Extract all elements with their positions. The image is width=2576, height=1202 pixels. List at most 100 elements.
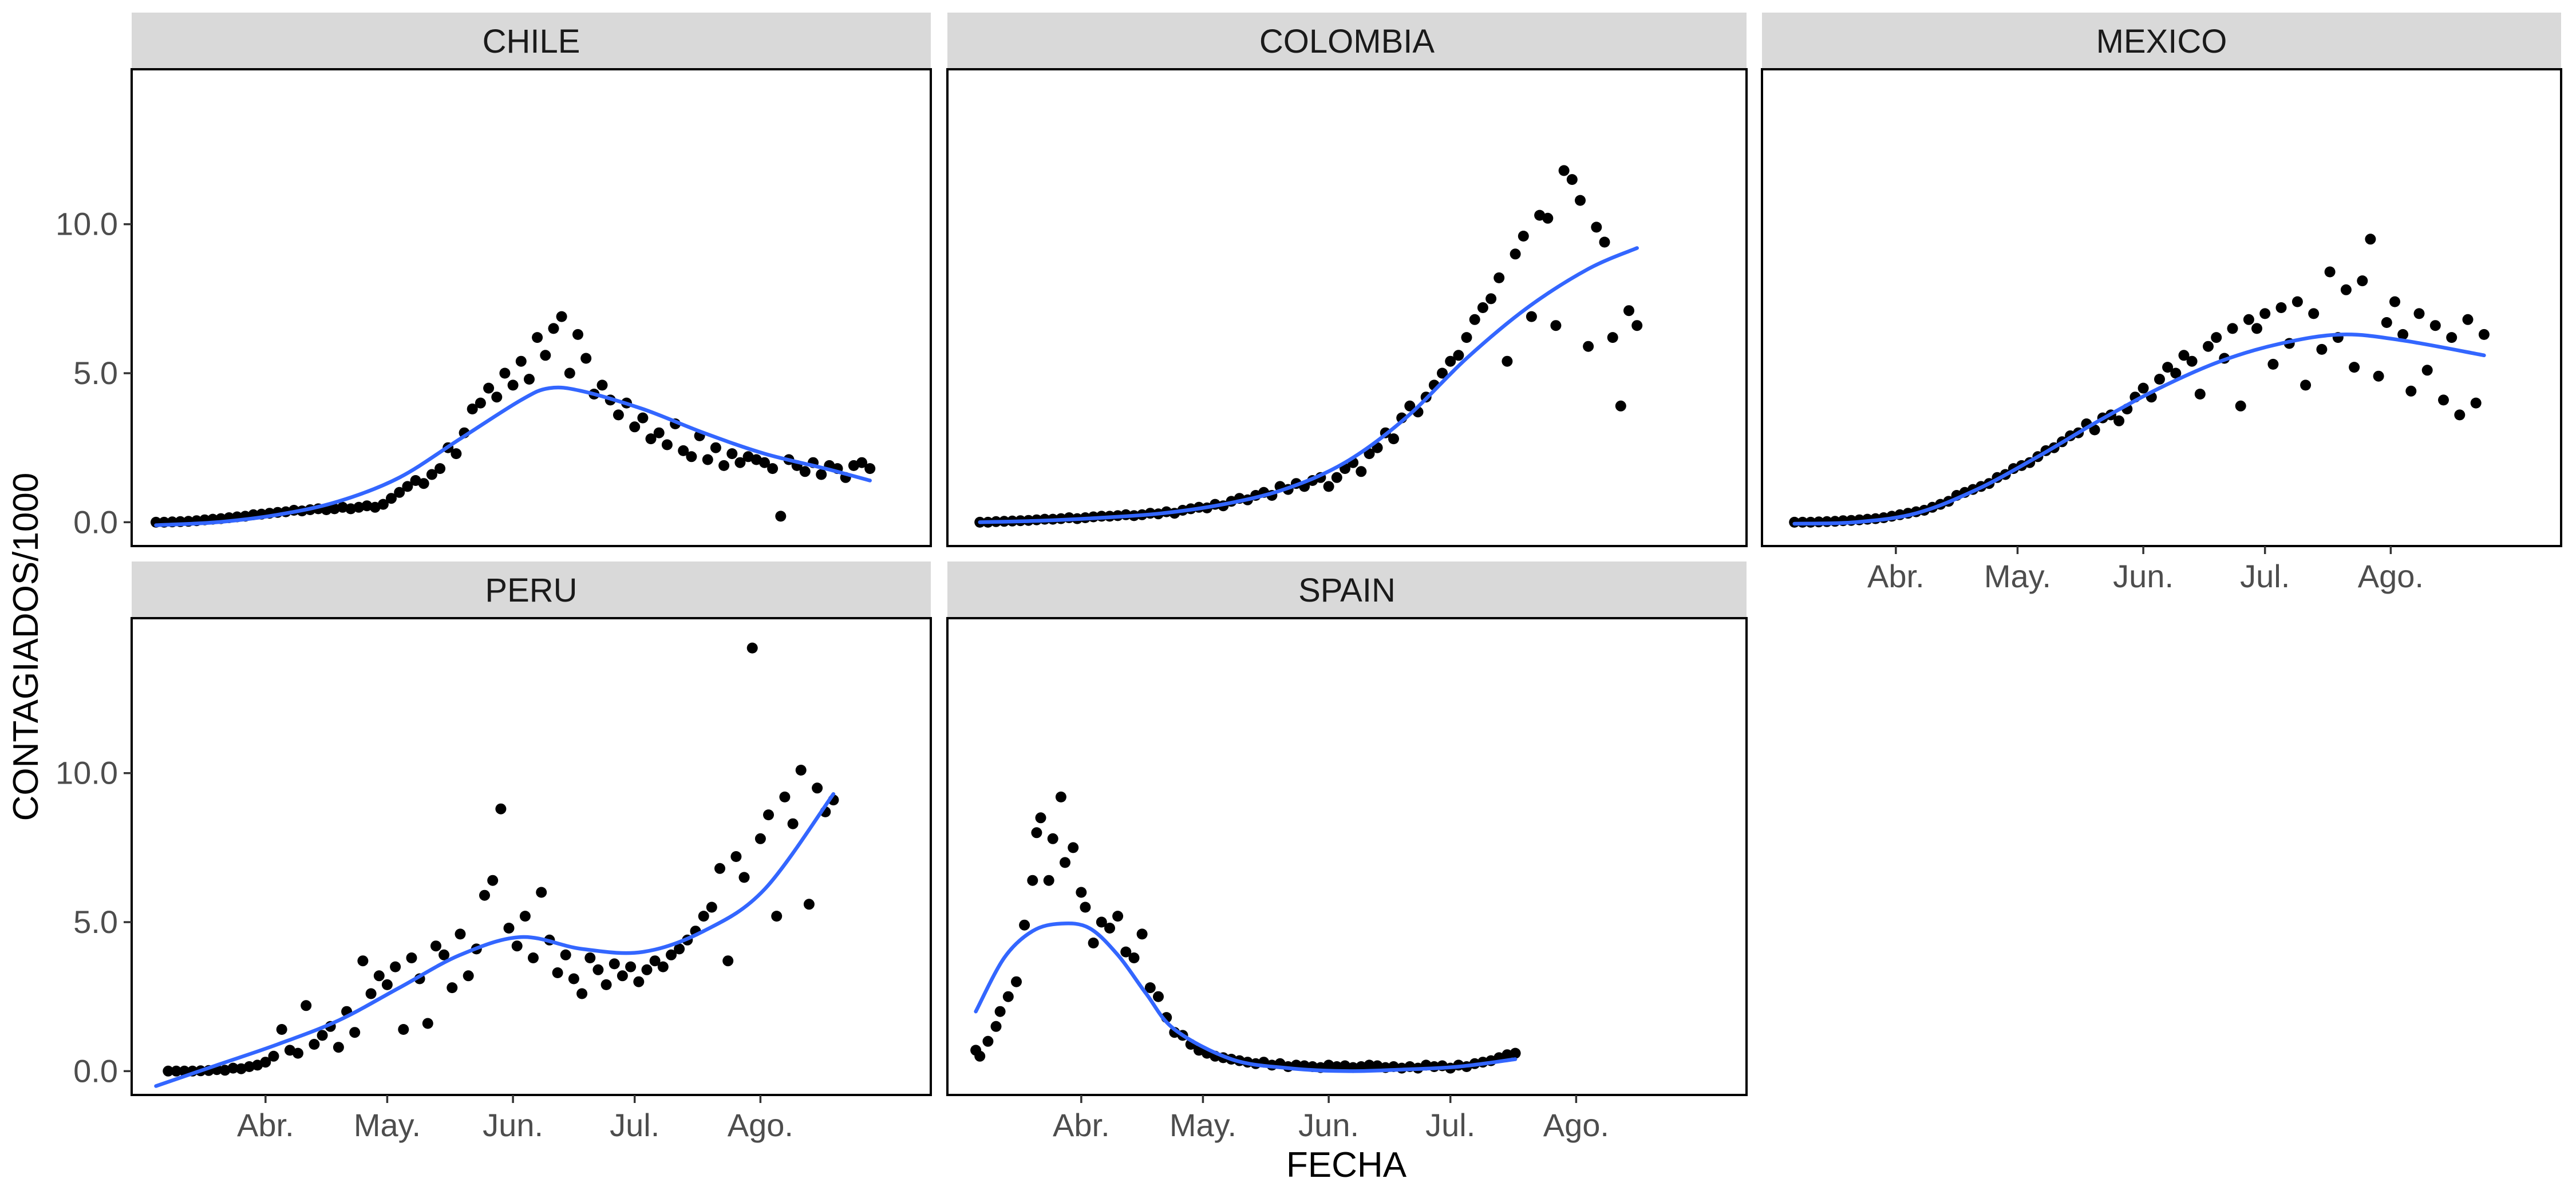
y-tick-label: 10.0 [56, 206, 118, 242]
data-point [463, 970, 474, 982]
data-point [2462, 314, 2474, 325]
data-point [540, 350, 551, 361]
data-point [730, 851, 742, 862]
data-point [637, 412, 649, 424]
data-point [625, 961, 637, 972]
data-point [1566, 174, 1578, 185]
data-point [1623, 305, 1634, 317]
data-point [503, 923, 515, 934]
plot-panel-border [1761, 68, 2562, 547]
data-point [1076, 887, 1087, 898]
data-point [1047, 833, 1058, 844]
data-point [491, 392, 503, 403]
data-point [666, 949, 677, 960]
data-point [726, 448, 738, 460]
data-point [1112, 911, 1124, 922]
data-point [1035, 812, 1046, 824]
data-point [974, 1050, 986, 1062]
data-point [2194, 389, 2206, 400]
data-point [451, 448, 462, 460]
data-point [746, 642, 758, 654]
data-point [2203, 341, 2214, 352]
data-points [163, 642, 839, 1077]
data-point [2300, 379, 2312, 391]
data-point [1136, 928, 1148, 940]
data-point [754, 833, 766, 844]
facet-strip [947, 562, 1747, 618]
facet-strip-label: SPAIN [1298, 572, 1396, 609]
data-point [2454, 409, 2466, 421]
data-point [365, 988, 377, 999]
facet-strip [132, 13, 931, 69]
data-point [515, 355, 527, 367]
data-point [2267, 358, 2279, 370]
data-point [856, 457, 867, 468]
y-tick-label: 10.0 [56, 755, 118, 791]
data-point [568, 973, 579, 984]
data-point [2405, 385, 2417, 397]
data-point [2421, 365, 2433, 376]
data-point [2211, 332, 2222, 343]
data-point [1583, 341, 1594, 352]
data-point [718, 460, 730, 471]
data-point [775, 511, 787, 522]
plot-panel-border [131, 68, 932, 547]
data-point [1144, 982, 1156, 994]
plot-panel-background [947, 618, 1747, 1095]
axis-layer: 0.0 5.0 10.0 Abr. May. Jun. Jul. Ago. 0.0 5.0 10.0… [56, 206, 2424, 1143]
facet-panel-chile: CHILE [131, 13, 932, 547]
data-point [560, 949, 571, 960]
data-point [532, 332, 543, 343]
data-point [235, 1063, 247, 1074]
data-point [2170, 367, 2182, 379]
data-point [499, 367, 511, 379]
facet-panel-spain: SPAIN [946, 562, 1748, 1096]
y-axis-title: CONTAGIADOS/1000 [6, 473, 46, 821]
plot-panel-background [1762, 69, 2561, 546]
facets-layer: CHILE COLOMBIA MEXICO PERU SPAIN [131, 13, 2562, 1096]
data-point [2365, 234, 2376, 245]
data-point [576, 988, 588, 999]
data-point [1372, 1060, 1383, 1071]
y-tick-label: 0.0 [73, 504, 118, 540]
data-point [276, 1024, 287, 1035]
data-point [2178, 350, 2190, 361]
data-point [1120, 946, 1132, 958]
data-point [864, 463, 876, 475]
x-tick-label: Ago. [1543, 1107, 1609, 1143]
data-point [2138, 382, 2149, 394]
data-point [377, 499, 389, 510]
data-point [994, 1006, 1006, 1017]
data-point [2446, 332, 2458, 343]
data-point [1323, 1059, 1334, 1071]
data-point [702, 454, 713, 465]
data-point [1607, 332, 1618, 343]
smooth-line [978, 246, 1639, 524]
data-point [418, 478, 429, 489]
data-point [812, 782, 823, 794]
x-tick-label: Jul. [2240, 558, 2290, 594]
data-point [1002, 991, 1014, 1002]
data-point [2316, 343, 2328, 355]
data-point [333, 1042, 344, 1053]
data-point [580, 353, 592, 364]
data-point [293, 1047, 303, 1059]
data-point [487, 875, 499, 886]
data-point [1068, 842, 1079, 853]
data-point [1060, 857, 1070, 868]
data-point [219, 1065, 231, 1076]
data-point [260, 1057, 271, 1068]
x-tick-label: May. [354, 1107, 421, 1143]
x-tick-label: Jun. [1298, 1107, 1359, 1143]
data-point [345, 503, 357, 515]
data-point [596, 379, 608, 391]
facet-strip-label: COLOMBIA [1259, 23, 1435, 60]
data-point [479, 889, 490, 901]
data-point [1445, 355, 1456, 367]
data-point [738, 872, 750, 883]
data-point [799, 466, 811, 477]
data-point [771, 911, 783, 922]
data-point [2340, 284, 2352, 295]
data-point [1469, 314, 1480, 325]
data-point [386, 493, 397, 504]
